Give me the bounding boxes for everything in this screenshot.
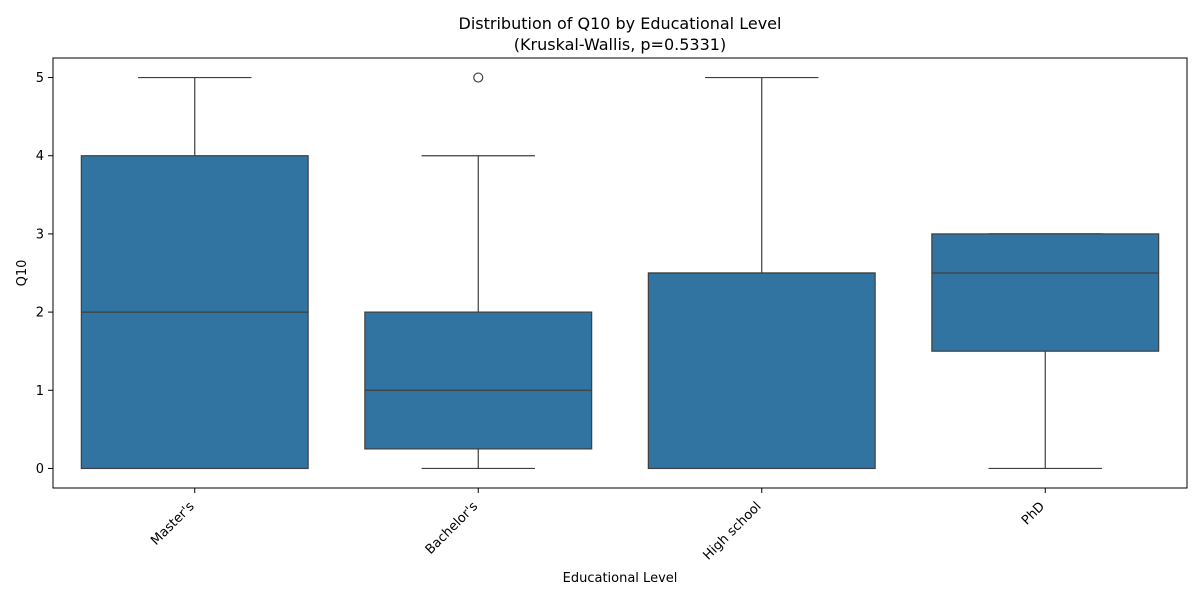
y-axis-label: Q10 — [15, 260, 30, 287]
box-group — [80, 76, 309, 470]
y-tick-label: 2 — [36, 306, 44, 321]
x-axis-label: Educational Level — [563, 571, 678, 586]
box-iqr — [931, 233, 1160, 352]
plot-frame — [52, 57, 1188, 489]
y-tick-label: 3 — [36, 227, 44, 242]
y-tick-label: 4 — [36, 149, 44, 164]
box-iqr — [647, 272, 876, 470]
plot-area — [80, 72, 1160, 470]
chart-subtitle: (Kruskal-Wallis, p=0.5331) — [514, 35, 726, 54]
chart-title: Distribution of Q10 by Educational Level — [459, 14, 782, 33]
box-group — [364, 72, 593, 470]
box-group — [647, 76, 876, 470]
box-group — [931, 233, 1160, 470]
y-axis: 0 1 2 3 4 5 — [36, 71, 53, 477]
y-tick-label: 1 — [36, 384, 44, 399]
box-iqr — [364, 311, 593, 450]
y-tick-label: 0 — [36, 462, 44, 477]
y-tick-label: 5 — [36, 71, 44, 86]
outlier-point — [473, 72, 484, 83]
